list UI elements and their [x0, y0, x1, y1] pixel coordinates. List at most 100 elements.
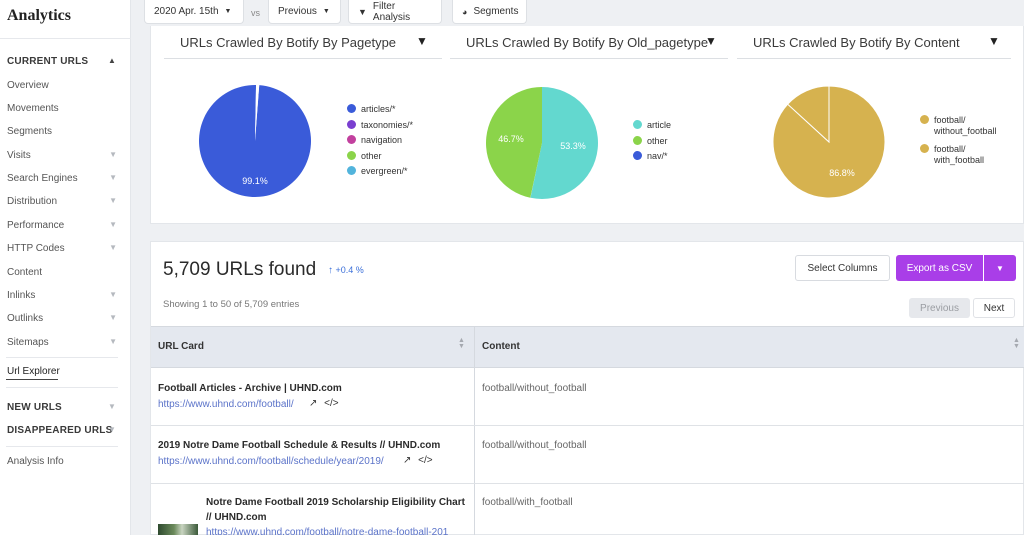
chart-menu-icon[interactable]: ▼: [416, 34, 428, 48]
column-header-url-card[interactable]: URL Card: [158, 341, 204, 352]
column-divider: [474, 326, 475, 535]
code-icon[interactable]: </>: [418, 455, 433, 466]
sort-icon[interactable]: ▲ ▼: [458, 337, 465, 350]
chevron-down-icon: ▼: [108, 425, 117, 434]
sidebar-item-label: HTTP Codes: [7, 243, 65, 254]
sidebar-item-outlinks[interactable]: Outlinks ▼: [7, 313, 119, 324]
url-title: Notre Dame Football 2019 Scholarship Eli…: [206, 497, 465, 508]
pie-slice-with-football[interactable]: [786, 85, 830, 144]
pie-slice-articles[interactable]: [199, 85, 311, 197]
filter-label: Filter Analysis: [372, 0, 411, 23]
sidebar-item-sitemaps[interactable]: Sitemaps ▼: [7, 337, 119, 348]
sidebar-item-label: Performance: [7, 220, 65, 231]
sidebar-item-analysis-info[interactable]: Analysis Info: [7, 456, 119, 467]
compare-selector[interactable]: Previous ▼: [268, 0, 341, 24]
chart-menu-icon[interactable]: ▼: [988, 34, 1000, 48]
url-thumbnail: [158, 524, 198, 535]
legend-item[interactable]: football/without_football: [920, 115, 997, 144]
legend-content: football/without_football football/with_…: [920, 115, 997, 173]
previous-page-button[interactable]: Previous: [909, 298, 970, 318]
sidebar-item-search-engines[interactable]: Search Engines ▼: [7, 173, 119, 184]
sidebar-item-distribution[interactable]: Distribution ▼: [7, 196, 119, 207]
legend-item[interactable]: nav/*: [633, 151, 671, 167]
url-title: 2019 Notre Dame Football Schedule & Resu…: [158, 440, 441, 451]
chevron-down-icon: ▼: [109, 173, 117, 182]
sidebar-item-inlinks[interactable]: Inlinks ▼: [7, 290, 119, 301]
app-title: Analytics: [7, 7, 71, 24]
chevron-down-icon: ▼: [109, 243, 117, 252]
column-header-content[interactable]: Content: [482, 341, 520, 352]
legend-label: evergreen/*: [361, 166, 408, 176]
sidebar-item-label: Content: [7, 267, 43, 278]
legend-dot: [347, 104, 356, 113]
legend-label: article: [647, 120, 672, 130]
next-page-button[interactable]: Next: [973, 298, 1015, 318]
legend-item[interactable]: taxonomies/*: [347, 119, 413, 136]
sidebar-item-label: Segments: [7, 126, 53, 137]
chart-title-pagetype: URLs Crawled By Botify By Pagetype: [180, 35, 397, 50]
legend-old-pagetype: article other nav/*: [633, 120, 671, 167]
sidebar-item-visits[interactable]: Visits ▼: [7, 150, 119, 161]
segments-button[interactable]: ◕ Segments: [452, 0, 527, 24]
legend-label: other: [647, 135, 668, 146]
legend-item[interactable]: football/with_football: [920, 144, 997, 173]
export-dropdown-button[interactable]: ▼: [984, 255, 1016, 281]
section-label: CURRENT URLS: [7, 56, 89, 67]
url-title: // UHND.com: [206, 512, 267, 523]
date-label: 2020 Apr. 15th: [154, 6, 219, 17]
chevron-down-icon: ▼: [109, 220, 117, 229]
url-link[interactable]: https://www.uhnd.com/football/: [158, 399, 294, 410]
url-link[interactable]: https://www.uhnd.com/football/notre-dame…: [206, 527, 449, 535]
sidebar-item-label: Distribution: [7, 196, 58, 207]
pie-slice-other[interactable]: [485, 87, 542, 198]
sidebar-item-segments[interactable]: Segments: [7, 126, 119, 137]
delta-value: +0.4 %: [335, 265, 364, 275]
sidebar-item-performance[interactable]: Performance ▼: [7, 220, 119, 231]
section-current-urls[interactable]: CURRENT URLS ▲: [7, 56, 116, 67]
chevron-down-icon: ▼: [108, 402, 117, 411]
legend-label: football/: [934, 144, 966, 154]
pie-label: 86.8%: [829, 168, 855, 178]
section-disappeared-urls[interactable]: DISAPPEARED URLS ▼: [7, 425, 116, 436]
legend-label: football/: [934, 115, 966, 125]
legend-dot: [633, 151, 642, 160]
chevron-up-icon: ▲: [108, 56, 117, 65]
sidebar-item-overview[interactable]: Overview: [7, 80, 119, 91]
chart-menu-icon[interactable]: ▼: [705, 34, 717, 48]
url-title: Football Articles - Archive | UHND.com: [158, 383, 342, 394]
sidebar-item-movements[interactable]: Movements: [7, 103, 119, 114]
sidebar-item-http-codes[interactable]: HTTP Codes ▼: [7, 243, 119, 254]
date-selector[interactable]: 2020 Apr. 15th ▼: [144, 0, 244, 24]
legend-item[interactable]: other: [633, 135, 671, 152]
filter-analysis-button[interactable]: ▼ Filter Analysis: [348, 0, 442, 24]
results-panel: 5,709 URLs found ↑ +0.4 % Showing 1 to 5…: [150, 241, 1024, 535]
select-columns-button[interactable]: Select Columns: [795, 255, 890, 281]
sidebar-item-url-explorer[interactable]: Url Explorer: [7, 366, 60, 377]
sidebar-item-label: Visits: [7, 150, 31, 161]
legend-label: with_football: [934, 155, 985, 165]
legend-item[interactable]: navigation: [347, 135, 413, 151]
pie-slice-article[interactable]: [530, 87, 598, 199]
legend-item[interactable]: article: [633, 120, 671, 136]
legend-label: without_football: [934, 126, 997, 136]
external-link-icon[interactable]: ↗: [403, 455, 412, 466]
legend-item[interactable]: evergreen/*: [347, 166, 413, 182]
legend-dot: [347, 166, 356, 175]
external-link-icon[interactable]: ↗: [309, 398, 318, 409]
section-new-urls[interactable]: NEW URLS ▼: [7, 402, 116, 413]
caret-down-icon: ▼: [224, 8, 232, 15]
pie-label: 99.1%: [242, 176, 268, 186]
export-csv-button[interactable]: Export as CSV: [896, 255, 983, 281]
sort-icon[interactable]: ▲ ▼: [1013, 337, 1020, 350]
sidebar-item-label: Search Engines: [7, 173, 78, 184]
legend-label: nav/*: [647, 151, 668, 161]
chevron-down-icon: ▼: [109, 337, 117, 346]
pie-slice-other-small[interactable]: [255, 85, 260, 141]
code-icon[interactable]: </>: [324, 398, 339, 409]
content-value: football/without_football: [482, 440, 587, 451]
legend-item[interactable]: articles/*: [347, 104, 413, 120]
content-value: football/with_football: [482, 497, 573, 508]
legend-item[interactable]: other: [347, 150, 413, 167]
sidebar-item-content[interactable]: Content: [7, 267, 119, 278]
url-link[interactable]: https://www.uhnd.com/football/schedule/y…: [158, 456, 384, 467]
